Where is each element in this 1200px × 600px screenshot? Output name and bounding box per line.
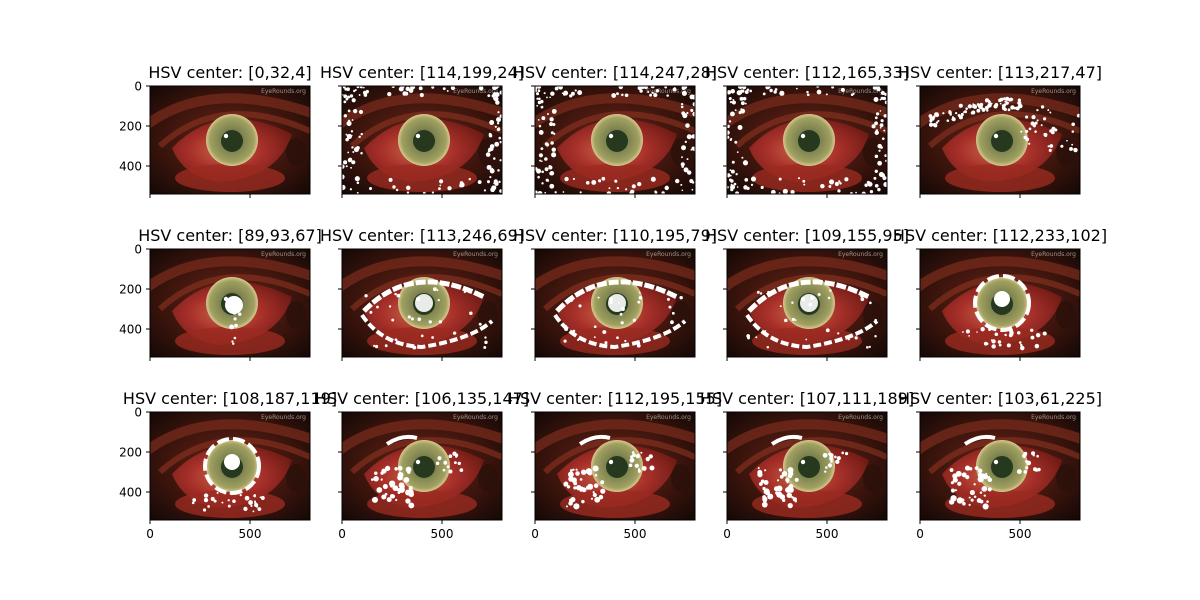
panel-title: HSV center: [0,32,4] xyxy=(148,63,311,82)
watermark: EyeRounds.org xyxy=(646,251,691,258)
panel-15: EyeRounds.org 0 500 xyxy=(916,411,1081,541)
x-tick-label: 0 xyxy=(916,527,924,541)
axes-frame xyxy=(919,411,1081,521)
panel-title: HSV center: [108,187,119] xyxy=(123,389,337,408)
eye-photo: EyeRounds.org xyxy=(727,249,887,357)
x-tick-label: 500 xyxy=(624,527,647,541)
panel-title: HSV center: [113,246,69] xyxy=(320,226,524,245)
watermark: EyeRounds.org xyxy=(1031,251,1076,258)
watermark: EyeRounds.org xyxy=(1031,88,1076,95)
panel-title: HSV center: [113,217,47] xyxy=(898,63,1102,82)
panel-1: EyeRounds.org 0 200 400 xyxy=(119,80,311,198)
y-tick-label: 0 xyxy=(134,406,142,420)
eye-photo: EyeRounds.org xyxy=(920,412,1080,520)
axes-frame xyxy=(534,411,696,521)
eye-photo: EyeRounds.org xyxy=(920,249,1080,357)
panel-13: EyeRounds.org 0 500 xyxy=(531,411,696,541)
axes-frame xyxy=(534,85,696,195)
y-tick-label: 400 xyxy=(119,160,142,174)
panel-2: EyeRounds.org xyxy=(338,85,503,198)
panel-14: EyeRounds.org 0 500 xyxy=(723,411,888,541)
eye-photo: EyeRounds.org xyxy=(535,412,695,520)
y-tick-label: 200 xyxy=(119,446,142,460)
watermark: EyeRounds.org xyxy=(261,251,306,258)
panel-8: EyeRounds.org xyxy=(531,248,696,361)
eye-photo: EyeRounds.org xyxy=(150,249,310,357)
y-tick-label: 0 xyxy=(134,80,142,94)
watermark: EyeRounds.org xyxy=(453,414,498,421)
watermark: EyeRounds.org xyxy=(838,88,883,95)
axes-frame xyxy=(149,411,311,521)
watermark: EyeRounds.org xyxy=(261,88,306,95)
eye-photo: EyeRounds.org xyxy=(920,86,1080,194)
x-tick-label: 500 xyxy=(239,527,262,541)
y-tick-label: 400 xyxy=(119,486,142,500)
x-tick-label: 0 xyxy=(146,527,154,541)
panel-title: HSV center: [112,195,155] xyxy=(508,389,722,408)
y-tick-label: 400 xyxy=(119,323,142,337)
eye-photo: EyeRounds.org xyxy=(727,412,887,520)
panel-title: HSV center: [112,165,33] xyxy=(705,63,909,82)
watermark: EyeRounds.org xyxy=(1031,414,1076,421)
x-tick-label: 500 xyxy=(1009,527,1032,541)
axes-frame xyxy=(341,85,503,195)
panel-4: EyeRounds.org xyxy=(723,85,888,198)
y-tick-label: 0 xyxy=(134,243,142,257)
eye-photo: EyeRounds.org xyxy=(342,86,502,194)
panel-title: HSV center: [110,195,79] xyxy=(513,226,717,245)
y-tick-label: 200 xyxy=(119,283,142,297)
axes-frame xyxy=(149,85,311,195)
eye-photo: EyeRounds.org xyxy=(342,249,502,357)
axes-frame xyxy=(149,248,311,358)
watermark: EyeRounds.org xyxy=(838,414,883,421)
x-tick-label: 0 xyxy=(531,527,539,541)
panel-11: EyeRounds.org 0 200 400 0 500 xyxy=(119,406,311,541)
y-tick-label: 200 xyxy=(119,120,142,134)
panel-3: EyeRounds.org xyxy=(531,85,696,198)
eye-photo: EyeRounds.org xyxy=(727,86,887,194)
x-tick-label: 0 xyxy=(338,527,346,541)
axes-frame xyxy=(726,411,888,521)
axes-frame xyxy=(726,248,888,358)
panel-title: HSV center: [114,199,24] xyxy=(320,63,524,82)
panel-7: EyeRounds.org xyxy=(338,248,503,361)
panel-9: EyeRounds.org xyxy=(723,248,888,361)
panel-12: EyeRounds.org 0 500 xyxy=(338,411,503,541)
watermark: EyeRounds.org xyxy=(453,88,498,95)
panel-title: HSV center: [89,93,67] xyxy=(138,226,322,245)
axes-frame xyxy=(726,85,888,195)
panel-title: HSV center: [109,155,95] xyxy=(705,226,909,245)
eye-photo: EyeRounds.org xyxy=(535,249,695,357)
panel-10: EyeRounds.org xyxy=(916,248,1081,361)
axes-frame xyxy=(341,411,503,521)
panel-title: HSV center: [107,111,189] xyxy=(700,389,914,408)
axes-frame xyxy=(919,248,1081,358)
panel-5: EyeRounds.org xyxy=(916,85,1081,198)
x-tick-label: 500 xyxy=(431,527,454,541)
watermark: EyeRounds.org xyxy=(261,414,306,421)
axes-frame xyxy=(341,248,503,358)
eye-photo: EyeRounds.org xyxy=(342,412,502,520)
eye-photo: EyeRounds.org xyxy=(150,86,310,194)
watermark: EyeRounds.org xyxy=(646,414,691,421)
panel-6: EyeRounds.org 0 200 400 xyxy=(119,243,311,361)
axes-frame xyxy=(919,85,1081,195)
watermark: EyeRounds.org xyxy=(453,251,498,258)
panel-title: HSV center: [112,233,102] xyxy=(893,226,1107,245)
panel-title: HSV center: [114,247,28] xyxy=(513,63,717,82)
x-tick-label: 500 xyxy=(816,527,839,541)
x-tick-label: 0 xyxy=(723,527,731,541)
watermark: EyeRounds.org xyxy=(838,251,883,258)
eye-photo: EyeRounds.org xyxy=(535,86,695,194)
eye-photo: EyeRounds.org xyxy=(150,412,310,520)
axes-frame xyxy=(534,248,696,358)
panel-title: HSV center: [103,61,225] xyxy=(898,389,1102,408)
watermark: EyeRounds.org xyxy=(646,88,691,95)
panel-title: HSV center: [106,135,147] xyxy=(315,389,529,408)
